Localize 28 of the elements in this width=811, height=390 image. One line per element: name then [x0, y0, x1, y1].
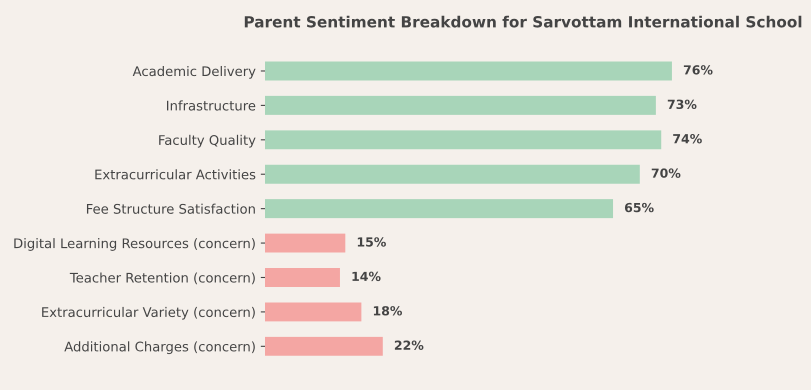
data-label: 76%	[684, 65, 713, 75]
data-label: 18%	[374, 306, 402, 316]
data-label: 15%	[358, 237, 386, 247]
y-tick-label: Additional Charges (concern)	[64, 341, 255, 354]
bar	[265, 130, 662, 150]
y-tick-label: Infrastructure	[166, 100, 256, 111]
bar	[265, 268, 340, 287]
data-label: 65%	[624, 202, 654, 212]
data-label: 22%	[394, 340, 424, 350]
bar	[265, 62, 672, 80]
y-tick-label: Academic Delivery	[132, 66, 256, 79]
bar	[265, 164, 640, 184]
y-tick-label: Teacher Retention (concern)	[70, 272, 255, 284]
y-tick-label: Fee Structure Satisfaction	[86, 204, 255, 214]
data-label: 73%	[668, 100, 697, 110]
bar	[265, 234, 346, 253]
data-label: 70%	[652, 168, 680, 178]
y-tick-label: Faculty Quality	[159, 134, 256, 148]
bar	[265, 199, 614, 218]
data-label: 74%	[673, 134, 702, 144]
data-label: 14%	[352, 272, 381, 282]
y-tick-label: Extracurricular Activities	[95, 169, 256, 180]
bar	[265, 302, 362, 322]
bar	[265, 336, 383, 356]
y-tick-label: Digital Learning Resources (concern)	[14, 238, 255, 251]
y-tick-label: Extracurricular Variety (concern)	[42, 306, 255, 320]
chart-title: Parent Sentiment Breakdown for Sarvottam International School	[244, 16, 802, 28]
bar	[265, 96, 656, 115]
